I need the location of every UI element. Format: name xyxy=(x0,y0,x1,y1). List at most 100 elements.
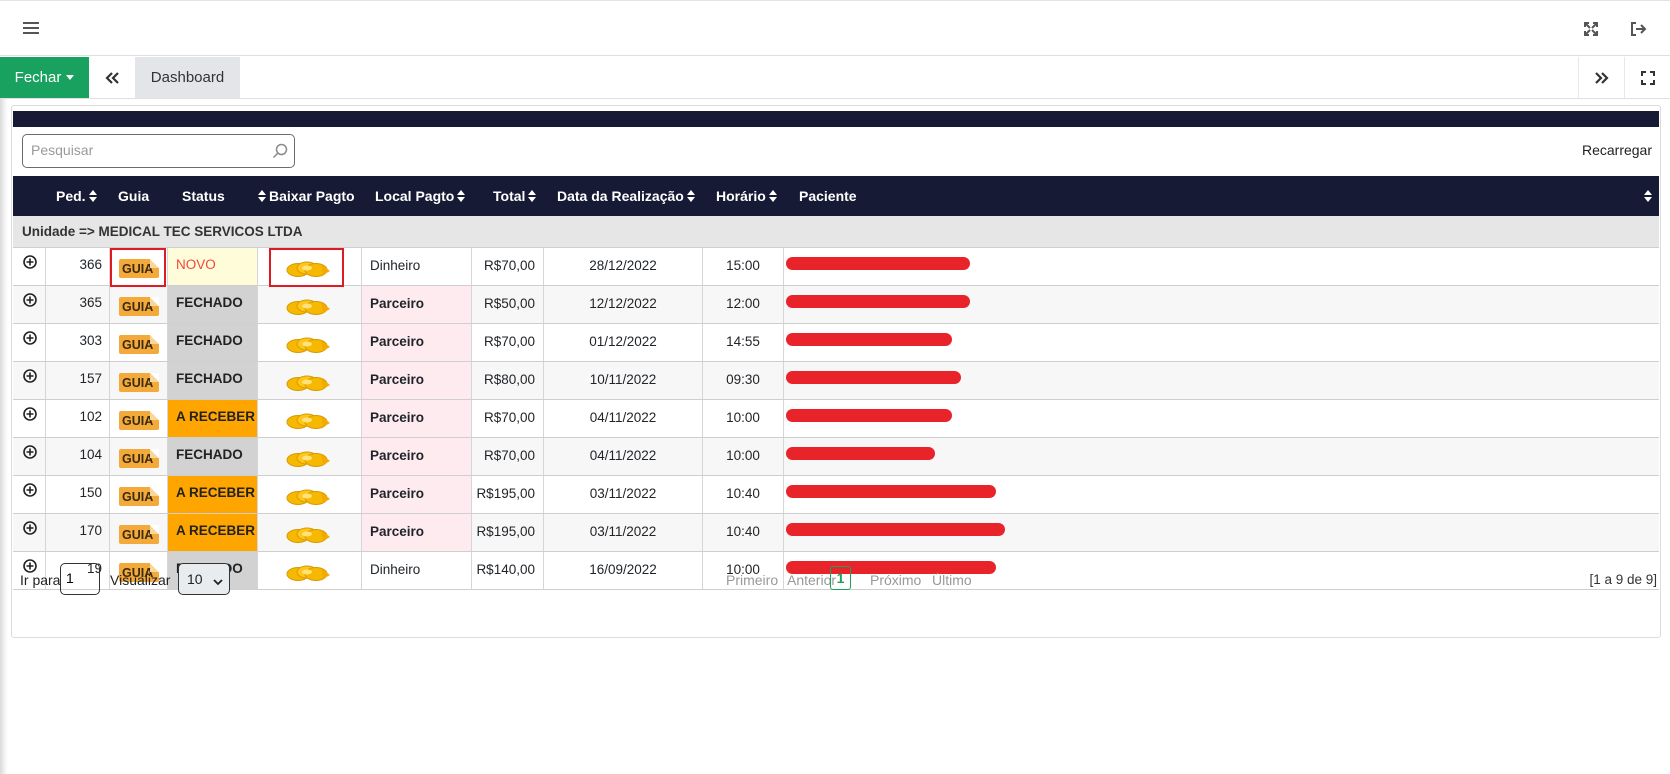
coins-icon[interactable] xyxy=(285,336,331,357)
plus-circle-icon[interactable] xyxy=(23,483,37,500)
table-row: 365 GUIA FECHADO Parceiro R$50,00 1 xyxy=(13,286,1659,324)
column-header-local-pagto[interactable]: Local Pagto xyxy=(375,176,466,216)
guia-button[interactable]: GUIA xyxy=(119,525,159,544)
coins-icon[interactable] xyxy=(285,260,331,281)
page-fold-icon xyxy=(150,487,159,496)
plus-circle-icon[interactable] xyxy=(23,369,37,386)
plus-circle-icon[interactable] xyxy=(23,521,37,538)
page-size-value: 10 xyxy=(187,571,203,587)
coins-icon[interactable] xyxy=(285,526,331,547)
pagination-previous[interactable]: Anterior xyxy=(787,572,837,588)
cell-total: R$140,00 xyxy=(472,552,544,589)
sort-icon xyxy=(528,189,537,203)
table-header: Ped. Guia Status Baixar Pagto Local Pagt… xyxy=(13,176,1659,216)
goto-page-input[interactable] xyxy=(61,564,100,592)
pagination-current-page[interactable]: 1 xyxy=(830,566,851,590)
coins-icon[interactable] xyxy=(285,488,331,509)
pagination-last[interactable]: Último xyxy=(932,572,972,588)
pagination-first[interactable]: Primeiro xyxy=(726,572,779,588)
column-header-sort-right[interactable] xyxy=(1641,176,1652,216)
cell-paciente xyxy=(784,552,1659,589)
cell-data-realizacao: 10/11/2022 xyxy=(544,362,703,399)
cell-local-pagto: Parceiro xyxy=(362,400,472,437)
column-header-horario[interactable]: Horário xyxy=(716,176,777,216)
cell-ped: 170 xyxy=(46,514,110,551)
column-header-status[interactable]: Status xyxy=(182,176,266,216)
guia-button[interactable]: GUIA xyxy=(119,335,159,354)
highlight-box-baixar-pagto xyxy=(269,248,344,287)
expand-arrows-icon[interactable] xyxy=(1580,18,1602,40)
coins-icon[interactable] xyxy=(285,564,331,585)
close-dropdown-button[interactable]: Fechar xyxy=(0,57,89,98)
redacted-patient-name xyxy=(786,295,970,308)
guia-button[interactable]: GUIA xyxy=(119,259,159,278)
plus-circle-icon[interactable] xyxy=(23,407,37,424)
cell-local-pagto: Dinheiro xyxy=(362,248,472,285)
cell-total: R$80,00 xyxy=(472,362,544,399)
redacted-patient-name xyxy=(786,447,935,460)
plus-circle-icon[interactable] xyxy=(23,331,37,348)
expand-cell xyxy=(13,248,46,285)
coins-icon[interactable] xyxy=(285,450,331,471)
pagination-next[interactable]: Próximo xyxy=(870,572,922,588)
table-row: 366 GUIA NOVO Dinheiro R$70,00 28/1 xyxy=(13,248,1659,286)
cell-guia: GUIA xyxy=(110,514,168,551)
plus-circle-icon[interactable] xyxy=(23,445,37,462)
guia-label: GUIA xyxy=(122,566,154,580)
guia-button[interactable]: GUIA xyxy=(119,449,159,468)
guia-button[interactable]: GUIA xyxy=(119,411,159,430)
coins-icon[interactable] xyxy=(285,412,331,433)
page-size-select[interactable]: 10 xyxy=(178,563,230,595)
cell-status: A RECEBER xyxy=(168,514,258,551)
cell-baixar-pagto xyxy=(258,476,362,513)
search-icon[interactable] xyxy=(272,143,288,164)
double-chevron-left-icon[interactable] xyxy=(89,57,135,98)
cell-status: A RECEBER xyxy=(168,476,258,513)
cell-total: R$195,00 xyxy=(472,476,544,513)
guia-button[interactable]: GUIA xyxy=(119,297,159,316)
guia-label: GUIA xyxy=(122,490,154,504)
double-chevron-right-icon[interactable] xyxy=(1578,57,1625,98)
cell-guia: GUIA xyxy=(110,362,168,399)
table-row: 102 GUIA A RECEBER Parceiro R$70,00 xyxy=(13,400,1659,438)
coins-icon[interactable] xyxy=(285,298,331,319)
cell-baixar-pagto xyxy=(258,438,362,475)
cell-status: FECHADO xyxy=(168,438,258,475)
cell-data-realizacao: 03/11/2022 xyxy=(544,514,703,551)
expand-cell xyxy=(13,476,46,513)
cell-baixar-pagto xyxy=(258,248,362,285)
reload-link[interactable]: Recarregar xyxy=(1581,142,1652,158)
cell-local-pagto: Parceiro xyxy=(362,476,472,513)
redacted-patient-name xyxy=(786,485,996,498)
records-summary: [1 a 9 de 9] xyxy=(1589,572,1657,587)
plus-circle-icon[interactable] xyxy=(23,559,37,576)
page-fold-icon xyxy=(150,259,159,268)
cell-paciente xyxy=(784,438,1659,475)
cell-data-realizacao: 01/12/2022 xyxy=(544,324,703,361)
cell-paciente xyxy=(784,248,1659,285)
tab-dashboard[interactable]: Dashboard xyxy=(135,57,240,98)
group-row-unidade: Unidade => MEDICAL TEC SERVICOS LTDA xyxy=(13,216,1659,248)
sign-out-icon[interactable] xyxy=(1626,18,1650,40)
column-header-total[interactable]: Total xyxy=(493,176,537,216)
cell-guia: GUIA xyxy=(110,248,168,285)
redacted-patient-name xyxy=(786,257,970,270)
guia-button[interactable]: GUIA xyxy=(119,563,159,582)
cell-horario: 10:00 xyxy=(703,438,784,475)
guia-label: GUIA xyxy=(122,338,154,352)
guia-button[interactable]: GUIA xyxy=(119,373,159,392)
table-row: 104 GUIA FECHADO Parceiro R$70,00 0 xyxy=(13,438,1659,476)
expand-cell xyxy=(13,324,46,361)
fullscreen-icon[interactable] xyxy=(1624,57,1670,98)
search-input[interactable] xyxy=(23,135,261,165)
coins-icon[interactable] xyxy=(285,374,331,395)
column-header-ped[interactable]: Ped. xyxy=(56,176,97,216)
cell-paciente xyxy=(784,286,1659,323)
expand-cell xyxy=(13,552,46,589)
plus-circle-icon[interactable] xyxy=(23,293,37,310)
guia-button[interactable]: GUIA xyxy=(119,487,159,506)
column-header-data-realizacao[interactable]: Data da Realização xyxy=(557,176,695,216)
redacted-patient-name xyxy=(786,333,952,346)
hamburger-icon[interactable] xyxy=(20,17,42,39)
plus-circle-icon[interactable] xyxy=(23,255,37,272)
